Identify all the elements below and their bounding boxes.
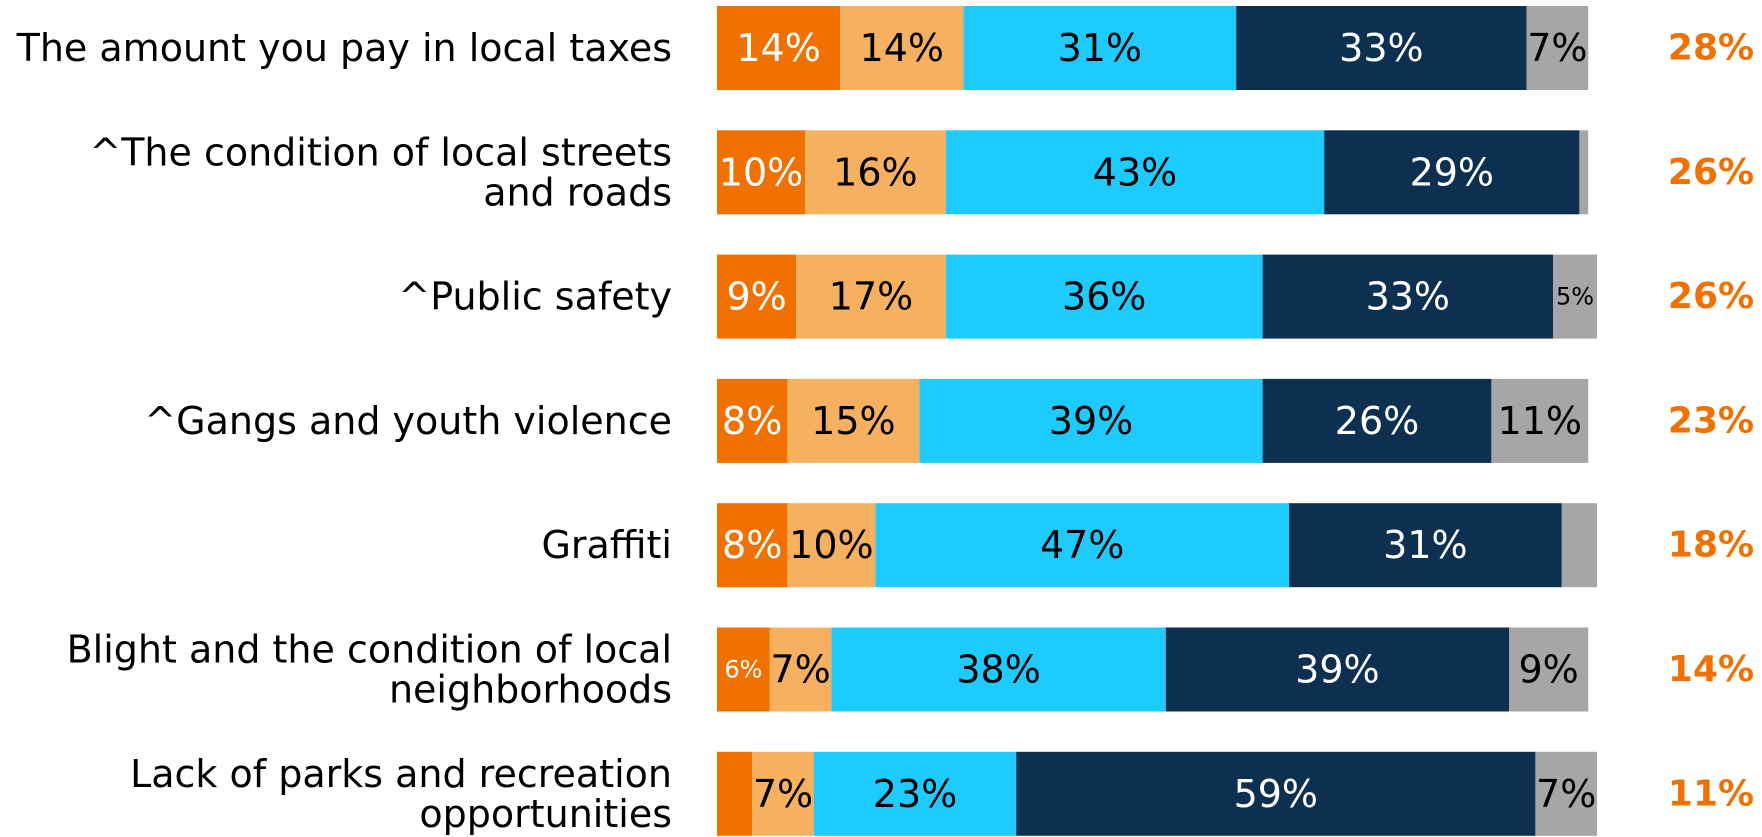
value-label: 16% — [833, 150, 917, 194]
bar-segment — [717, 130, 805, 215]
value-label: 59% — [1234, 772, 1318, 816]
value-label: 43% — [1093, 150, 1177, 194]
value-label: 38% — [956, 648, 1040, 692]
bar-segment — [717, 503, 788, 588]
total-label: 18% — [1668, 525, 1754, 566]
value-label: 33% — [1366, 275, 1450, 319]
value-label: 14% — [860, 26, 944, 70]
bar-segment — [1561, 503, 1597, 588]
bar-segment — [1289, 503, 1562, 588]
total-label: 26% — [1668, 276, 1754, 317]
bar-segment — [1535, 751, 1597, 836]
bar-segment — [919, 378, 1263, 463]
bar-segment — [963, 6, 1237, 90]
value-label: 7% — [1527, 26, 1587, 70]
bar-segment — [875, 503, 1289, 588]
value-label: 6% — [724, 656, 762, 684]
bar-segment — [1491, 378, 1589, 463]
value-label: 39% — [1049, 399, 1133, 443]
value-label: 31% — [1058, 26, 1142, 70]
bar-segment — [717, 627, 770, 712]
bar-segment — [717, 751, 753, 836]
value-label: 23% — [873, 772, 957, 816]
value-label: 7% — [753, 772, 813, 816]
bar-segment — [1236, 6, 1527, 90]
bar-segment — [1262, 254, 1553, 339]
bar-segment — [1509, 627, 1589, 712]
bar-segment — [717, 378, 788, 463]
value-label: 8% — [722, 523, 782, 567]
bar-segment — [945, 254, 1263, 339]
bar-segment — [717, 6, 841, 90]
total-label: 11% — [1668, 773, 1754, 814]
value-label: 39% — [1295, 648, 1379, 692]
bar-segment — [752, 751, 814, 836]
value-label: 29% — [1410, 150, 1494, 194]
value-label: 9% — [726, 275, 786, 319]
bar-segment — [769, 627, 832, 712]
value-label: 10% — [789, 523, 873, 567]
bar-segment — [1553, 254, 1597, 339]
value-label: 5% — [1556, 283, 1594, 311]
value-label: 9% — [1518, 648, 1578, 692]
bar-segment — [717, 254, 797, 339]
bar-segment — [787, 378, 920, 463]
value-label: 26% — [1335, 399, 1419, 443]
bar-segment — [1526, 6, 1589, 90]
value-label: 7% — [1536, 772, 1596, 816]
bar-segment — [1324, 130, 1580, 215]
value-label: 36% — [1062, 275, 1146, 319]
total-label: 14% — [1668, 649, 1754, 690]
category-label: Graffiti — [541, 523, 672, 567]
value-label: 33% — [1339, 26, 1423, 70]
value-label: 47% — [1040, 523, 1124, 567]
bar-segment — [1262, 378, 1492, 463]
bar-segment — [1165, 627, 1509, 712]
value-label: 17% — [829, 275, 913, 319]
category-label: ^Gangs and youth violence — [144, 399, 672, 443]
value-label: 8% — [722, 399, 782, 443]
bar-segment — [945, 130, 1325, 215]
bar-segment — [1579, 130, 1589, 215]
category-label: ^The condition of local streets and roads — [89, 130, 672, 214]
bar-segment — [1016, 751, 1536, 836]
category-label: Blight and the condition of local neighbo… — [67, 628, 672, 712]
value-label: 7% — [770, 648, 830, 692]
bar-segment — [787, 503, 876, 588]
value-label: 14% — [736, 26, 820, 70]
value-label: 10% — [719, 150, 803, 194]
bar-segment — [813, 751, 1017, 836]
total-label: 28% — [1668, 28, 1754, 69]
value-label: 15% — [811, 399, 895, 443]
bar-segment — [831, 627, 1166, 712]
bar-segment — [796, 254, 946, 339]
category-label: ^Public safety — [398, 275, 672, 319]
category-label: The amount you pay in local taxes — [16, 26, 672, 70]
value-label: 11% — [1498, 399, 1582, 443]
total-label: 23% — [1668, 400, 1754, 441]
bar-segment — [840, 6, 964, 90]
bar-segment — [805, 130, 946, 215]
value-label: 31% — [1383, 523, 1467, 567]
category-label: Lack of parks and recreation opportunitie… — [130, 752, 672, 836]
total-label: 26% — [1668, 152, 1754, 193]
